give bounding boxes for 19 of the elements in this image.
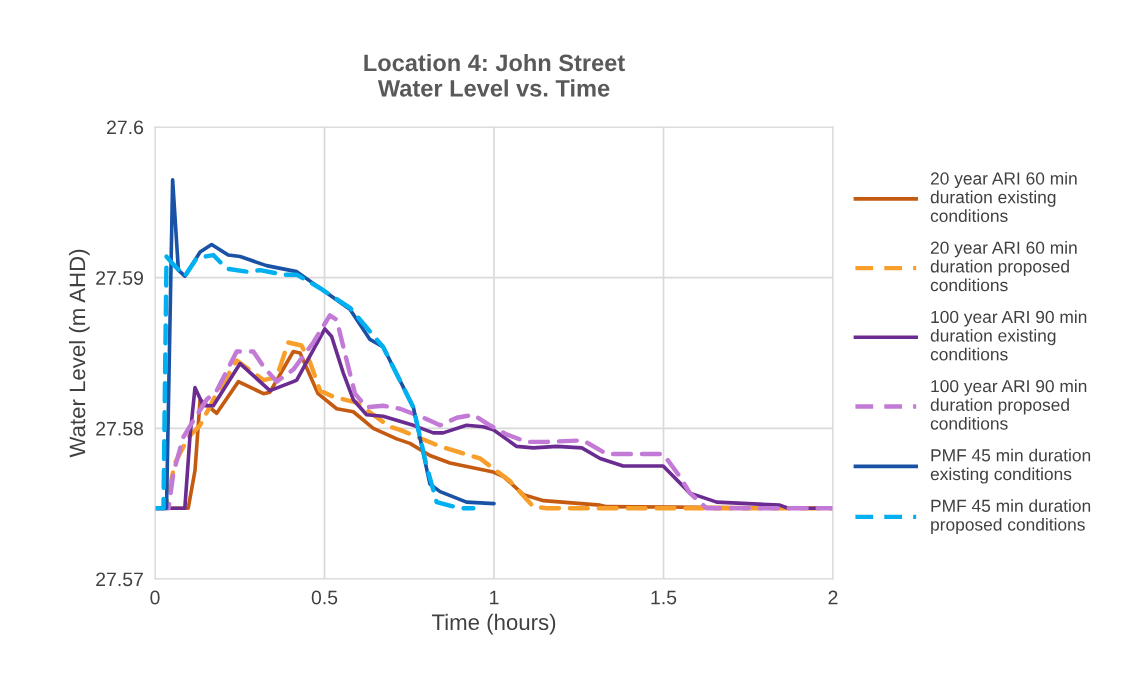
x-tick-label: 1.5 — [651, 590, 677, 605]
chart-title: Location 4: John Street Water Level vs. Time — [364, 53, 625, 97]
x-tick-label: 0.5 — [311, 590, 338, 605]
y-tick-label: 27.6 — [107, 120, 144, 135]
legend-label: PMF 45 min duration existing conditions — [930, 448, 1091, 484]
legend-label: 100 year ARI 90 min duration proposed conditions — [930, 379, 1087, 430]
x-tick-label: 0 — [150, 590, 160, 605]
line-series — [155, 252, 476, 511]
legend-label: 20 year ARI 60 min duration proposed conditions — [930, 241, 1077, 292]
y-tick-label: 27.58 — [96, 421, 144, 436]
y-tick-label: 27.59 — [96, 271, 143, 285]
legend-label: PMF 45 min duration proposed conditions — [931, 499, 1091, 535]
x-tick-label: 2 — [828, 590, 838, 605]
y-axis-title: Water Level (m AHD) — [68, 249, 90, 458]
x-tick-label: 1 — [490, 590, 499, 605]
y-tick-label: 27.57 — [96, 572, 143, 587]
legend-label: 20 year ARI 60 min duration existing conditions — [930, 171, 1077, 223]
legend-label: 100 year ARI 90 min duration existing conditions — [930, 310, 1087, 361]
x-axis-title: Time (hours) — [431, 613, 556, 635]
